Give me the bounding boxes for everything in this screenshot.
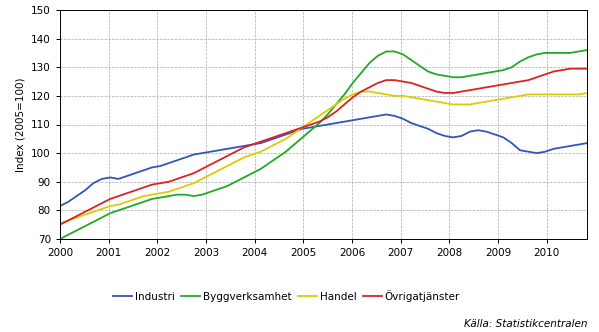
Övrigatjänster [316, 120, 323, 124]
Byggverksamhet [316, 121, 323, 125]
Byggverksamhet [583, 48, 591, 52]
Övrigatjänster [56, 223, 63, 227]
Text: Källa: Statistikcentralen: Källa: Statistikcentralen [464, 319, 587, 329]
Övrigatjänster [274, 134, 281, 138]
Byggverksamhet [400, 52, 407, 56]
Byggverksamhet [391, 49, 398, 53]
Legend: Industri, Byggverksamhet, Handel, Övrigatjänster: Industri, Byggverksamhet, Handel, Övriga… [109, 286, 464, 306]
Handel [56, 221, 63, 225]
Byggverksamhet [56, 237, 63, 241]
Handel [408, 95, 415, 99]
Line: Byggverksamhet: Byggverksamhet [60, 50, 587, 239]
Industri [316, 124, 323, 128]
Övrigatjänster [391, 78, 398, 82]
Övrigatjänster [349, 95, 356, 99]
Line: Övrigatjänster: Övrigatjänster [60, 69, 587, 225]
Övrigatjänster [123, 191, 131, 195]
Handel [316, 114, 323, 118]
Line: Handel: Handel [60, 92, 587, 223]
Industri [408, 121, 415, 125]
Övrigatjänster [567, 67, 574, 71]
Handel [123, 200, 131, 204]
Handel [274, 141, 281, 145]
Industri [400, 117, 407, 121]
Handel [349, 92, 356, 96]
Byggverksamhet [349, 81, 356, 85]
Industri [349, 118, 356, 122]
Handel [400, 94, 407, 98]
Industri [383, 113, 390, 117]
Övrigatjänster [583, 67, 591, 71]
Industri [583, 141, 591, 145]
Övrigatjänster [400, 80, 407, 84]
Line: Industri: Industri [60, 115, 587, 206]
Industri [123, 174, 131, 178]
Industri [274, 135, 281, 139]
Industri [56, 204, 63, 208]
Byggverksamhet [274, 155, 281, 159]
Y-axis label: Index (2005=100): Index (2005=100) [16, 77, 26, 172]
Handel [583, 91, 591, 95]
Byggverksamhet [123, 206, 131, 209]
Handel [358, 90, 365, 94]
